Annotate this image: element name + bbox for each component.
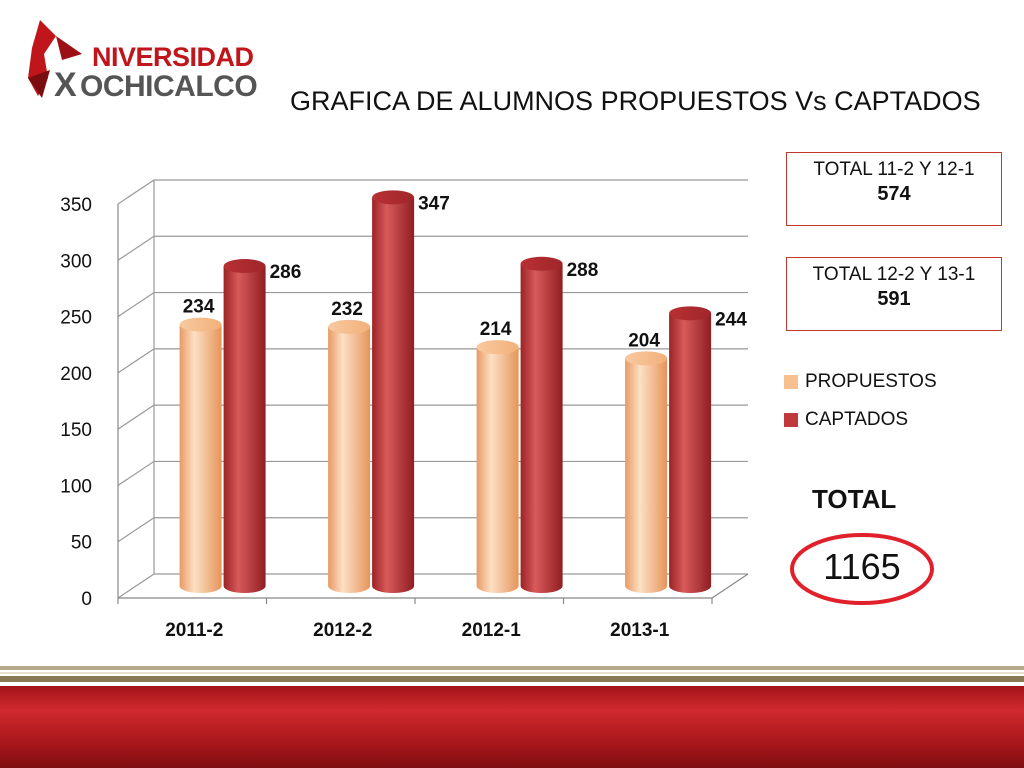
value-label-propuestos-2013-1: 204 [628,330,660,351]
summary-box-1: TOTAL 11-2 Y 12-1 574 [786,152,1002,226]
bar-top [669,306,712,321]
bar-top [223,259,266,274]
logo-wordmark-x: X [54,66,77,104]
bar-top [328,319,371,334]
x-category-label: 2013-1 [610,620,670,641]
logo-wordmark-line2: OCHICALCO [80,70,258,103]
footer-band-red [0,686,1024,768]
bar-top [520,256,563,271]
chart-labels: 0 50 100 150 200 250 300 350 234 286 2011-2 232 347 2… [60,193,747,641]
bar-top [476,340,519,355]
value-label-propuestos-2012-2: 232 [331,299,363,320]
bar-propuestos-2012-1 [476,340,519,593]
bar-propuestos-2013-1 [625,351,668,593]
bar-body [223,266,266,593]
y-tick-label: 350 [60,195,92,216]
footer-band-tan [0,666,1024,670]
value-label-captados-2011-2: 286 [270,262,302,283]
bar-top [625,351,668,366]
y-tick-label: 50 [71,533,92,554]
x-category-label: 2012-2 [313,620,372,641]
legend-item-propuestos: PROPUESTOS [784,371,937,392]
legend-swatch-propuestos [784,375,798,389]
summary-box-2-label: TOTAL 12-2 Y 13-1 [812,264,976,285]
y-tick-label: 200 [60,364,92,385]
bar-top [372,190,415,205]
y-tick-label: 100 [60,476,92,497]
bar-body [520,263,563,593]
y-tick-label: 300 [60,251,92,272]
university-logo: NIVERSIDAD X OCHICALCO [22,18,292,103]
bar-body [179,324,222,593]
bar-body [669,313,712,593]
bar-body [625,358,668,593]
value-label-propuestos-2012-1: 214 [480,319,512,340]
value-label-captados-2012-1: 288 [567,260,599,281]
value-label-propuestos-2011-2: 234 [183,297,215,318]
legend-swatch-captados [784,413,798,427]
grand-total-value: 1165 [823,546,901,587]
summary-box-1-value: 574 [877,183,911,205]
legend-label-captados: CAPTADOS [805,409,909,430]
bar-body [372,197,415,593]
bar-chart: 0 50 100 150 200 250 300 350 234 286 2011-2 232 347 2… [60,179,749,641]
footer-band-light [0,672,1024,674]
summary-box-2-value: 591 [877,288,911,310]
slide-title: GRAFICA DE ALUMNOS PROPUESTOS Vs CAPTADO… [290,86,981,116]
chart-bars [179,190,712,593]
bar-body [328,326,371,593]
bar-top [179,317,222,332]
y-tick-label: 250 [60,308,92,329]
bar-body [476,347,519,593]
bar-captados-2012-1 [520,256,563,593]
chart-legend: PROPUESTOS CAPTADOS [784,371,937,448]
x-category-label: 2012-1 [462,620,522,641]
grand-total-label: TOTAL [812,484,897,514]
summary-box-1-label: TOTAL 11-2 Y 12-1 [813,159,975,180]
footer-band-brown [0,676,1024,682]
legend-label-propuestos: PROPUESTOS [805,371,937,392]
gridline [117,179,748,205]
y-tick-label: 150 [60,420,92,441]
summary-box-2: TOTAL 12-2 Y 13-1 591 [786,257,1002,331]
value-label-captados-2012-2: 347 [418,193,450,214]
logo-emblem-icon [28,20,82,98]
bar-captados-2013-1 [669,306,712,593]
gridline [117,235,748,261]
bar-propuestos-2012-2 [328,319,371,593]
x-category-label: 2011-2 [165,620,223,641]
grand-total-circle-icon [790,533,934,605]
value-label-captados-2013-1: 244 [715,309,747,330]
logo-wordmark-line1: NIVERSIDAD [92,42,254,72]
y-tick-label: 0 [81,589,92,610]
legend-item-captados: CAPTADOS [784,409,937,430]
bar-captados-2012-2 [372,190,415,593]
bar-propuestos-2011-2 [179,317,222,593]
bar-captados-2011-2 [223,259,266,593]
